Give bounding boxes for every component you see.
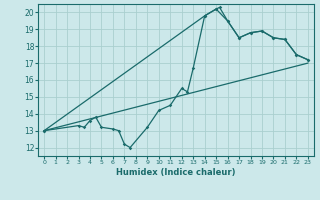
X-axis label: Humidex (Indice chaleur): Humidex (Indice chaleur) (116, 168, 236, 177)
